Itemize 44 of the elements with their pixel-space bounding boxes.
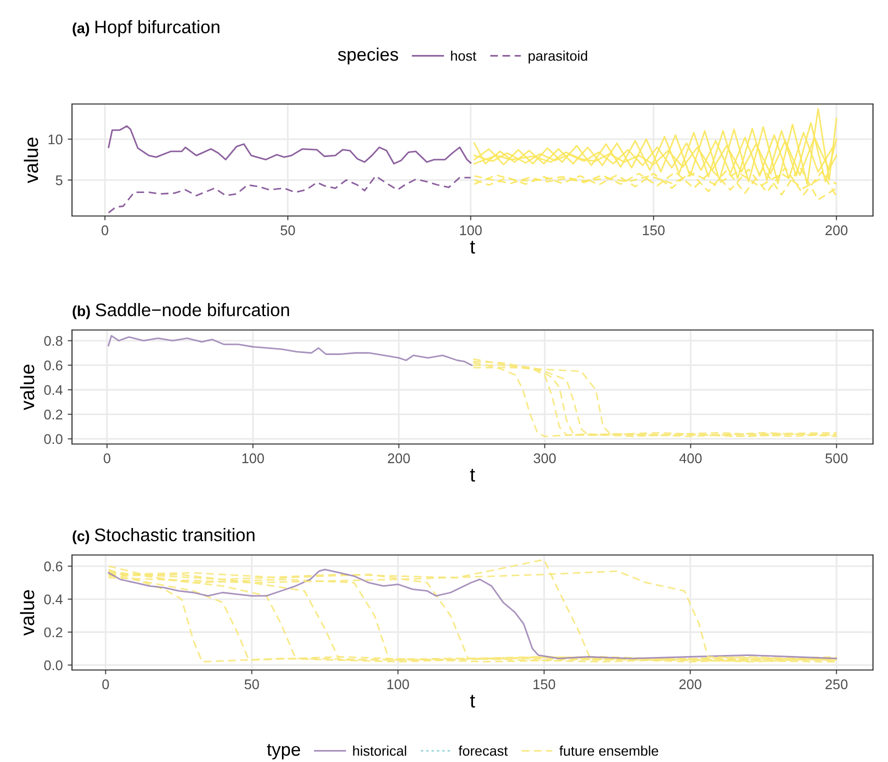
- y-tick-label: 0.0: [44, 660, 62, 670]
- x-tick-label: 200: [826, 225, 848, 236]
- y-tick-label: 0.4: [44, 385, 63, 395]
- legend-label: future ensemble: [559, 746, 658, 756]
- x-tick-label: 200: [679, 679, 702, 690]
- y-tick-label: 0.2: [44, 410, 62, 420]
- x-tick-label: 500: [825, 453, 848, 464]
- legend-title: type: [266, 744, 300, 760]
- x-tick-label: 0: [104, 453, 110, 464]
- legend-label: forecast: [458, 746, 508, 756]
- y-axis-title: value: [20, 364, 34, 410]
- x-tick-label: 100: [387, 679, 409, 690]
- y-tick-label: 0.6: [44, 360, 62, 370]
- legend-label: parasitoid: [528, 50, 588, 64]
- legend-label: historical: [353, 746, 406, 756]
- x-tick-label: 300: [534, 453, 556, 464]
- x-tick-label: 50: [244, 679, 259, 690]
- chart-title: (b) Saddle−node bifurcation: [72, 303, 289, 320]
- y-tick-label: 0.6: [44, 562, 62, 572]
- x-tick-label: 150: [643, 225, 665, 236]
- legend-label: host: [451, 50, 476, 61]
- y-tick-label: 0.8: [44, 336, 62, 346]
- y-tick-label: 5: [56, 176, 62, 186]
- x-tick-label: 400: [679, 453, 702, 464]
- chart-title: (c) Stochastic transition: [72, 528, 254, 544]
- x-tick-label: 200: [388, 453, 410, 464]
- legend-title: species: [338, 48, 398, 64]
- x-tick-label: 50: [280, 225, 295, 236]
- y-axis-title: value: [20, 590, 34, 636]
- y-tick-label: 10: [48, 134, 62, 144]
- x-axis-title: t: [470, 694, 476, 708]
- y-tick-label: 0.0: [44, 434, 62, 444]
- x-tick-label: 0: [102, 679, 109, 690]
- x-tick-label: 0: [102, 225, 108, 236]
- y-tick-label: 0.2: [44, 627, 62, 638]
- y-tick-label: 0.4: [44, 594, 63, 604]
- x-axis-title: t: [470, 468, 476, 482]
- x-tick-label: 100: [460, 225, 482, 236]
- x-tick-label: 250: [826, 679, 848, 690]
- x-tick-label: 100: [242, 453, 264, 464]
- x-axis-title: t: [470, 240, 476, 254]
- y-axis-title: value: [24, 138, 38, 184]
- x-tick-label: 150: [534, 679, 556, 690]
- chart-title: (a) Hopf bifurcation: [72, 20, 220, 37]
